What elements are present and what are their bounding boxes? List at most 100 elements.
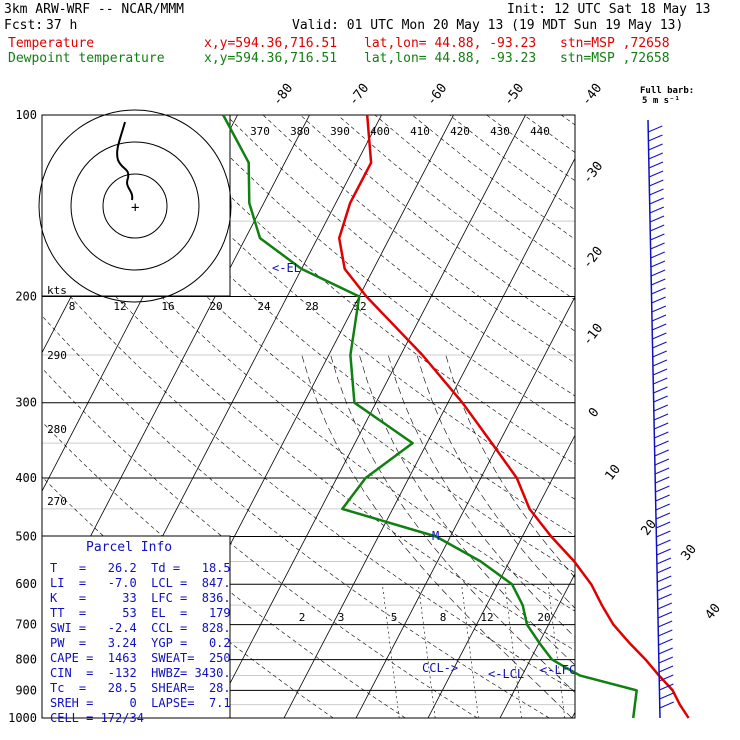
dry-adiabat xyxy=(561,115,575,126)
wind-barb xyxy=(651,305,667,313)
dewpoint-station: stn=MSP ,72658 xyxy=(560,51,670,66)
wind-barb xyxy=(649,215,665,223)
pressure-tick-label: 100 xyxy=(15,108,37,122)
mixing-ratio-line xyxy=(461,584,479,718)
mixing-ratio-line xyxy=(613,584,630,718)
dry-adiabat xyxy=(300,115,575,332)
wind-barb xyxy=(655,512,671,520)
wind-speed-label: 12 xyxy=(113,300,126,313)
fcst-value: 37 h xyxy=(46,18,78,33)
dry-adiabat xyxy=(523,115,575,153)
mixing-ratio-label: 20 xyxy=(537,611,550,624)
mixing-ratio-label: 2 xyxy=(299,611,306,624)
wind-barb xyxy=(654,449,669,457)
dry-adiabat xyxy=(42,315,550,718)
wind-barb xyxy=(648,170,664,178)
wind-barb xyxy=(657,593,672,601)
theta-e-label: 280 xyxy=(47,423,67,436)
barb-legend-value: 5 m s⁻¹ xyxy=(642,96,680,106)
isotherm-label: -60 xyxy=(424,81,450,109)
wind-barb xyxy=(649,188,664,196)
dry-adiabat xyxy=(76,115,575,536)
mixing-ratio-line xyxy=(418,584,436,718)
wind-barb xyxy=(651,314,667,322)
hodograph-ring xyxy=(70,141,200,271)
wind-barb xyxy=(648,125,663,133)
wind-barb xyxy=(659,674,674,682)
parcel-annotation: M xyxy=(432,529,439,543)
parcel-annotation: <-LCL xyxy=(488,667,524,681)
dewpoint-latlon: lat,lon= 44.88, -93.23 xyxy=(364,51,537,66)
wind-barb xyxy=(658,638,673,646)
dry-adiabat xyxy=(188,115,575,430)
wind-speed-label: 8 xyxy=(69,300,76,313)
theta-label: 420 xyxy=(450,125,470,138)
dewpoint-legend: Dewpoint temperature xyxy=(8,51,165,66)
hodograph-origin: + xyxy=(131,200,139,216)
theta-label: 430 xyxy=(490,125,510,138)
pressure-tick-label: 600 xyxy=(15,577,37,591)
valid-time: Valid: 01 UTC Mon 20 May 13 (19 MDT Sun … xyxy=(292,18,684,33)
wind-barb xyxy=(654,440,669,448)
hodograph-ring xyxy=(102,173,168,239)
isotherm-label: 10 xyxy=(603,462,624,484)
wind-barb xyxy=(655,476,670,484)
theta-label: 370 xyxy=(250,125,270,138)
pressure-tick-label: 800 xyxy=(15,653,37,667)
wind-barb xyxy=(652,341,667,349)
pressure-tick-label: 200 xyxy=(15,290,37,304)
wind-barb xyxy=(657,611,673,619)
moist-adiabat xyxy=(330,354,575,694)
wind-speed-label: 28 xyxy=(305,300,318,313)
wind-barb xyxy=(652,332,667,340)
parcel-info-line: K = 33 LFC = 836. xyxy=(50,591,231,605)
parcel-info-line: SWI = -2.4 CCL = 828. xyxy=(50,621,231,635)
pressure-tick-label: 900 xyxy=(15,683,37,697)
wind-barb xyxy=(655,503,670,511)
wind-barb xyxy=(658,647,673,655)
dry-adiabat xyxy=(42,264,575,692)
temperature-station: stn=MSP ,72658 xyxy=(560,36,670,51)
pressure-tick-label: 500 xyxy=(15,529,37,543)
dry-adiabat xyxy=(42,117,575,574)
isotherm-label: -40 xyxy=(579,81,605,109)
wind-barb xyxy=(653,404,669,412)
fcst-label: Fcst: xyxy=(4,18,44,33)
parcel-info-box xyxy=(41,535,231,719)
wind-barb xyxy=(650,260,666,268)
wind-speed-label: 32 xyxy=(353,300,366,313)
wind-barb xyxy=(656,548,671,556)
wind-barb xyxy=(649,179,664,187)
parcel-info-line: Tc = 28.5 SHEAR= 28. xyxy=(50,681,231,695)
moist-adiabat xyxy=(387,354,575,638)
wind-barb xyxy=(658,665,674,673)
wind-barb xyxy=(656,539,671,547)
parcel-annotation: CCL-> xyxy=(422,661,458,675)
wind-barb xyxy=(648,152,663,160)
wind-barb xyxy=(652,368,668,376)
dry-adiabat xyxy=(486,115,575,182)
pressure-tick-label: 1000 xyxy=(8,711,37,725)
wind-barb xyxy=(653,377,668,385)
wind-barb xyxy=(653,422,669,430)
wind-speed-unit: kts xyxy=(47,284,67,297)
wind-barb xyxy=(650,269,666,277)
dry-adiabat xyxy=(337,115,575,301)
parcel-annotation: <-EL xyxy=(272,261,301,275)
wind-barb xyxy=(650,224,665,232)
wind-barb xyxy=(659,683,674,691)
wind-barb xyxy=(651,287,666,295)
theta-label: 390 xyxy=(330,125,350,138)
parcel-annotation: <-LFC xyxy=(540,663,576,677)
isotherm-label: 0 xyxy=(586,405,603,420)
wind-barb xyxy=(656,530,671,538)
parcel-info-line: PW = 3.24 YGP = 0.2 xyxy=(50,636,231,650)
dry-adiabat xyxy=(42,165,575,612)
theta-label: 440 xyxy=(530,125,550,138)
theta-e-label: 290 xyxy=(47,349,67,362)
wind-speed-label: 20 xyxy=(209,300,222,313)
isotherm xyxy=(211,115,526,718)
moist-adiabat xyxy=(359,354,575,666)
isotherm-label: -30 xyxy=(580,159,606,187)
